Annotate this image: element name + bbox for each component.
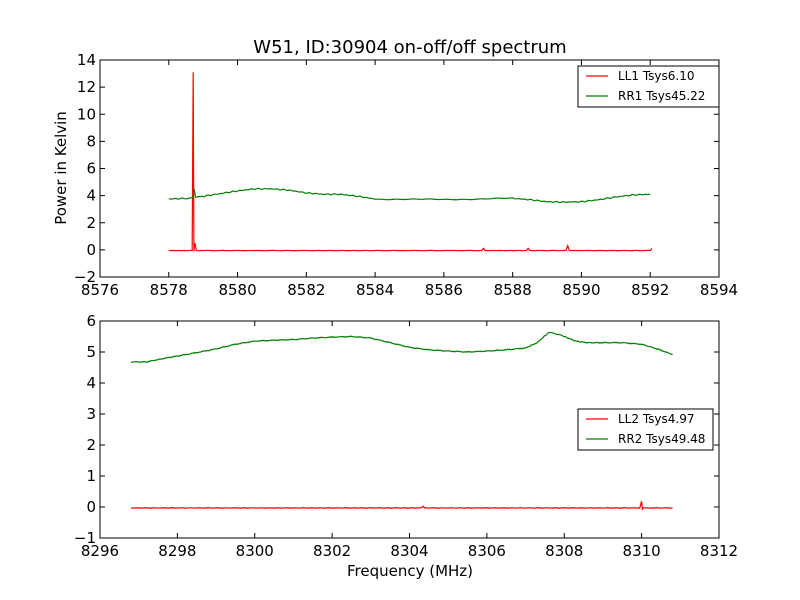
top-x-tick-label: 8576: [81, 281, 119, 299]
bottom-x-tick-label: 8308: [545, 542, 583, 560]
top-x-tick-label: 8584: [356, 281, 394, 299]
bottom-legend-label: LL2 Tsys4.97: [618, 412, 695, 426]
top-plot-ticks: 8576 8578 8580 8582 8584 8586 8588 8590 8592 8594…: [74, 51, 738, 299]
bottom-x-tick-label: 8298: [158, 542, 196, 560]
bottom-x-tick-label: 8312: [700, 542, 738, 560]
top-x-tick-label: 8588: [494, 281, 532, 299]
top-x-tick-label: 8578: [150, 281, 188, 299]
top-legend-label: LL1 Tsys6.10: [618, 69, 695, 83]
top-series-line-0: [168, 72, 653, 252]
bottom-y-tick-label: 4: [86, 374, 96, 392]
bottom-x-tick-label: 8310: [623, 542, 661, 560]
bottom-plot-ticks: 8296 8298 8300 8302 8304 8306 8308 8310 8312 −1 0 1…: [74, 312, 738, 560]
bottom-plot: 8296 8298 8300 8302 8304 8306 8308 8310 8312 −1 0 1…: [74, 312, 738, 580]
bottom-y-tick-label: 5: [86, 343, 96, 361]
top-y-tick-label: 8: [86, 132, 96, 150]
top-x-tick-label: 8580: [218, 281, 256, 299]
top-x-tick-label: 8594: [700, 281, 738, 299]
bottom-x-tick-label: 8302: [313, 542, 351, 560]
bottom-x-tick-label: 8296: [81, 542, 119, 560]
top-series-line-1: [168, 187, 651, 204]
bottom-legend-label: RR2 Tsys49.48: [618, 432, 705, 446]
top-y-tick-label: 10: [77, 105, 96, 123]
bottom-series-line-0: [130, 501, 673, 511]
top-legend-box: [577, 65, 720, 108]
top-x-tick-label: 8582: [287, 281, 325, 299]
chart-title: W51, ID:30904 on-off/off spectrum: [253, 37, 566, 58]
top-y-tick-label: 2: [86, 214, 96, 232]
bottom-y-tick-label: 3: [86, 405, 96, 423]
top-x-tick-label: 8590: [562, 281, 600, 299]
bottom-x-tick-label: 8300: [236, 542, 274, 560]
bottom-x-tick-label: 8306: [468, 542, 506, 560]
top-y-tick-label: 0: [86, 241, 96, 259]
bottom-series-line-1: [130, 331, 673, 363]
top-y-tick-label: 12: [77, 78, 96, 96]
top-legend-label: RR1 Tsys45.22: [618, 89, 705, 103]
bottom-plot-legend: LL2 Tsys4.97 RR2 Tsys49.48: [577, 408, 714, 451]
bottom-plot-xlabel: Frequency (MHz): [347, 562, 473, 580]
bottom-y-tick-label: 2: [86, 436, 96, 454]
top-y-tick-label: 4: [86, 187, 96, 205]
bottom-y-tick-label: 1: [86, 467, 96, 485]
top-y-tick-label: 14: [77, 51, 96, 69]
top-plot-legend: LL1 Tsys6.10 RR1 Tsys45.22: [577, 65, 720, 108]
bottom-plot-lines: [130, 331, 673, 511]
top-x-tick-label: 8592: [631, 281, 669, 299]
bottom-y-tick-label: −1: [74, 529, 96, 547]
bottom-y-tick-label: 6: [86, 312, 96, 330]
top-plot-lines: [168, 72, 653, 252]
bottom-x-tick-label: 8304: [390, 542, 428, 560]
top-y-tick-label: −2: [74, 268, 96, 286]
bottom-y-tick-label: 0: [86, 498, 96, 516]
top-x-tick-label: 8586: [425, 281, 463, 299]
top-y-tick-label: 6: [86, 160, 96, 178]
bottom-legend-box: [577, 408, 714, 451]
top-plot-ylabel: Power in Kelvin: [52, 111, 70, 225]
top-plot: 8576 8578 8580 8582 8584 8586 8588 8590 8592 8594…: [52, 51, 738, 299]
